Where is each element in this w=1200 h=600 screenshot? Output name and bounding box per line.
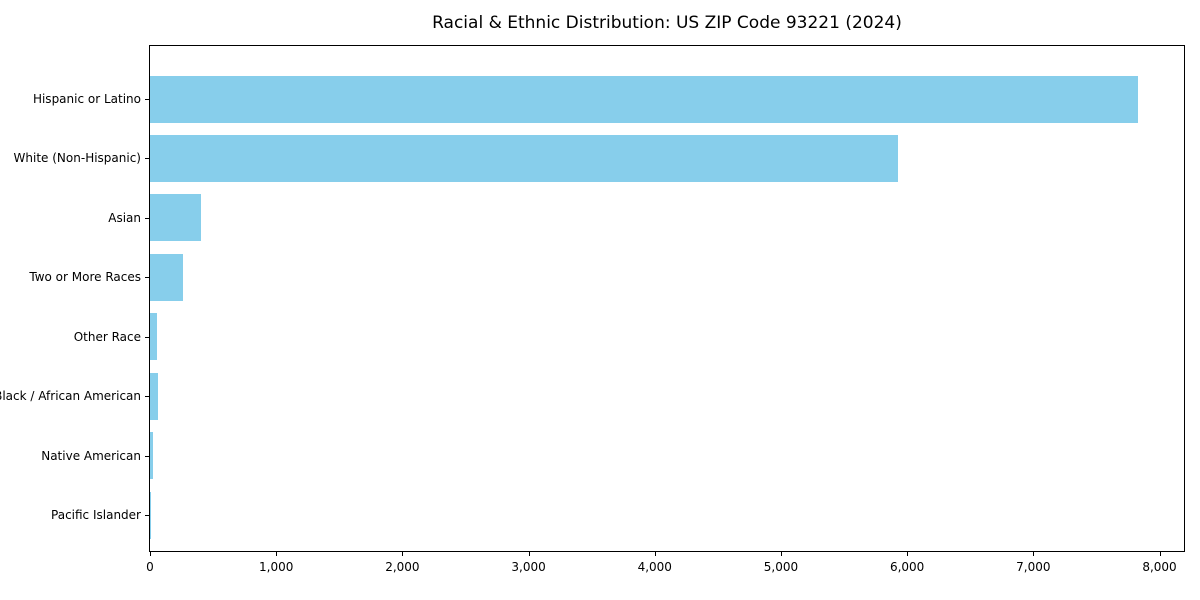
x-tick-label: 4,000 bbox=[637, 560, 672, 574]
bar-pacific-islander bbox=[150, 491, 151, 539]
x-tick-label: 0 bbox=[146, 560, 154, 574]
x-tick bbox=[402, 551, 404, 556]
x-tick bbox=[780, 551, 782, 556]
chart-title: Racial & Ethnic Distribution: US ZIP Cod… bbox=[432, 13, 902, 33]
bar-asian bbox=[150, 194, 202, 242]
x-tick-label: 1,000 bbox=[259, 560, 294, 574]
x-tick bbox=[150, 551, 151, 556]
x-tick-label: 5,000 bbox=[763, 560, 799, 574]
y-tick bbox=[145, 336, 150, 338]
y-tick-label-asian: Asian bbox=[108, 210, 141, 225]
y-tick bbox=[145, 217, 150, 219]
bar-hispanic-or-latino bbox=[150, 75, 1139, 123]
plot-area: Hispanic or Latino White (Non-Hispanic) As… bbox=[0, 45, 1185, 574]
x-tick-label: 3,000 bbox=[511, 560, 546, 574]
y-tick bbox=[145, 396, 150, 398]
y-tick-label-other-race: Other Race bbox=[73, 329, 141, 344]
y-tick-label-hispanic-or-latino: Hispanic or Latino bbox=[32, 92, 141, 106]
bar-two-or-more-races bbox=[150, 253, 183, 301]
x-tick bbox=[276, 551, 278, 556]
y-tick-label-native-american: Native American bbox=[41, 448, 141, 463]
y-tick bbox=[145, 277, 150, 279]
bar-black-african-american bbox=[150, 372, 158, 420]
bar-native-american bbox=[150, 432, 154, 480]
y-tick bbox=[145, 99, 150, 100]
y-tick bbox=[145, 455, 150, 457]
x-tick bbox=[1033, 551, 1035, 556]
y-tick bbox=[145, 158, 150, 160]
x-tick-label: 7,000 bbox=[1016, 560, 1051, 574]
y-tick-label-white-non-hispanic: White (Non-Hispanic) bbox=[13, 151, 141, 166]
x-tick bbox=[907, 551, 909, 556]
y-tick-label-pacific-islander: Pacific Islander bbox=[51, 508, 141, 522]
bar-white-non-hispanic bbox=[150, 134, 899, 182]
y-tick-label-two-or-more-races: Two or More Races bbox=[29, 270, 141, 285]
x-tick-label: 8,000 bbox=[1142, 560, 1177, 574]
y-tick bbox=[145, 515, 150, 516]
bar-other-race bbox=[150, 313, 157, 361]
x-tick bbox=[528, 551, 530, 556]
x-tick-label: 6,000 bbox=[889, 560, 925, 574]
x-tick bbox=[654, 551, 656, 556]
y-tick-label-black-african-american: Black / African American bbox=[0, 389, 141, 404]
x-tick bbox=[1159, 551, 1161, 556]
x-tick-label: 2,000 bbox=[385, 560, 420, 574]
